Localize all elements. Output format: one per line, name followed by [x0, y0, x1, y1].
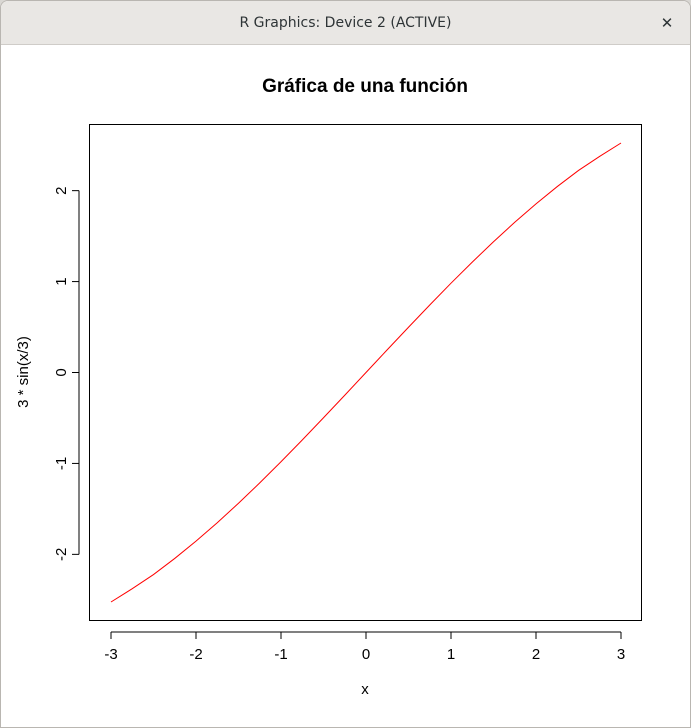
window-titlebar[interactable]: R Graphics: Device 2 (ACTIVE) ✕ [1, 1, 690, 45]
x-tick-label: 2 [532, 646, 540, 663]
plot-canvas: Gráfica de una función -3 -2 -1 0 1 2 3 -2 -1 0 1… [1, 45, 690, 728]
y-tick-label: 0 [53, 368, 70, 376]
x-tick-label: -1 [274, 646, 287, 663]
y-tick-label: 1 [53, 277, 70, 285]
x-tick-label: 3 [617, 646, 625, 663]
y-tick-label: 2 [53, 186, 70, 194]
x-tick-label: -2 [189, 646, 202, 663]
x-axis: -3 -2 -1 0 1 2 3 [104, 632, 625, 663]
window-title: R Graphics: Device 2 (ACTIVE) [1, 1, 690, 45]
chart-title: Gráfica de una función [262, 76, 468, 97]
function-curve [111, 143, 621, 602]
series-group [111, 143, 621, 602]
x-axis-label: x [361, 681, 369, 698]
x-tick-label: 0 [362, 646, 370, 663]
x-tick-label: 1 [447, 646, 455, 663]
close-icon[interactable]: ✕ [658, 14, 676, 32]
y-axis: -2 -1 0 1 2 [53, 186, 79, 561]
x-tick-label: -3 [104, 646, 117, 663]
y-tick-label: -1 [53, 457, 70, 470]
y-axis-label: 3 * sin(x/3) [15, 336, 32, 408]
function-plot: Gráfica de una función -3 -2 -1 0 1 2 3 -2 -1 0 1… [1, 45, 690, 728]
y-tick-label: -2 [53, 548, 70, 561]
